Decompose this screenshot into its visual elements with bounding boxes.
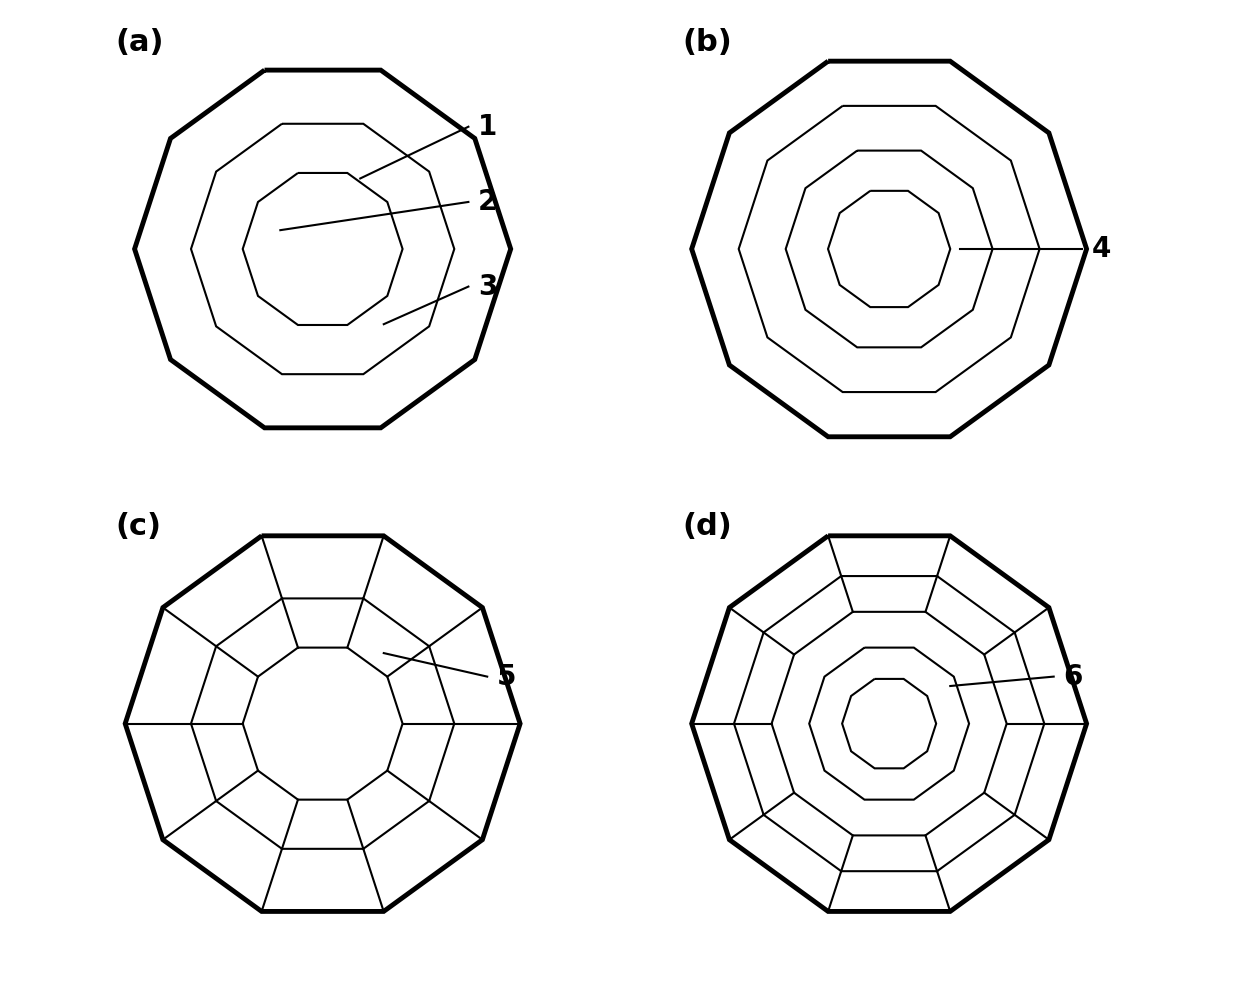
- Text: (b): (b): [682, 28, 732, 57]
- Text: (d): (d): [682, 512, 732, 541]
- Text: 2: 2: [477, 188, 497, 216]
- Text: 5: 5: [496, 663, 516, 690]
- Text: 3: 3: [477, 273, 497, 300]
- Text: 6: 6: [1063, 663, 1083, 690]
- Text: 1: 1: [477, 113, 497, 140]
- Text: (c): (c): [115, 512, 161, 541]
- Text: (a): (a): [115, 28, 164, 57]
- Text: 4: 4: [1091, 235, 1111, 263]
